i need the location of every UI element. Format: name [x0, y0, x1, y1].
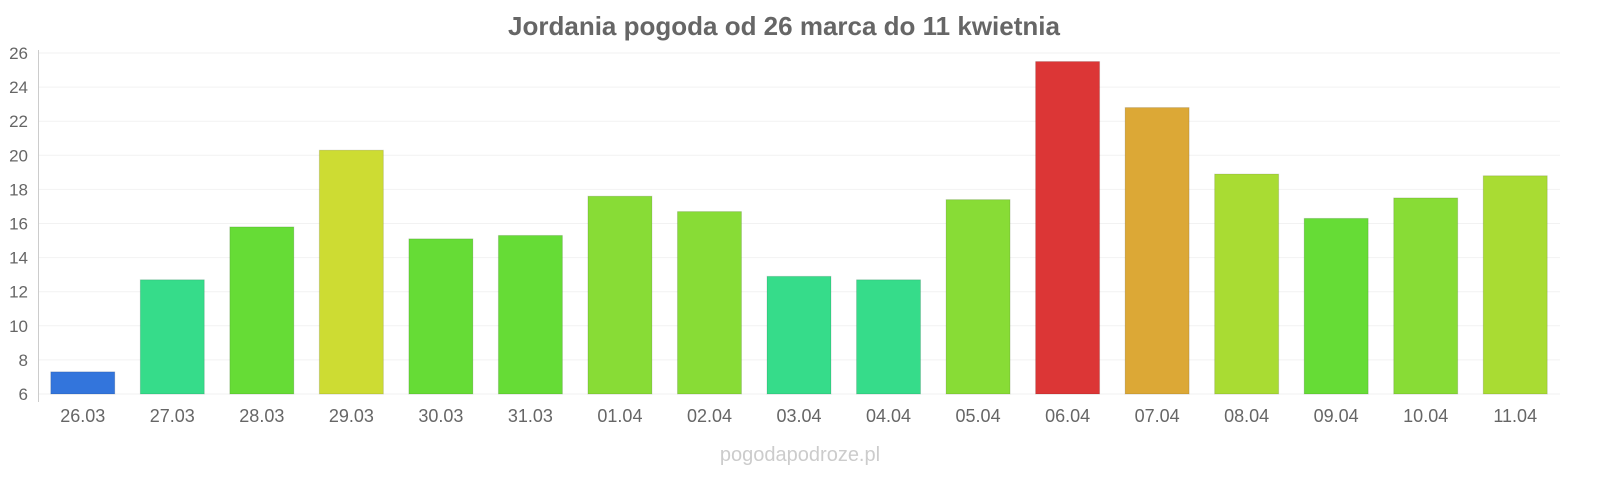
y-tick-label: 6 [19, 385, 28, 404]
y-tick-label: 26 [9, 44, 28, 63]
x-tick-label: 07.04 [1135, 406, 1180, 426]
y-tick-label: 16 [9, 215, 28, 234]
y-tick-label: 20 [9, 146, 28, 165]
x-tick-label: 01.04 [597, 406, 642, 426]
x-tick-label: 10.04 [1403, 406, 1448, 426]
bar-28.03 [229, 226, 295, 395]
chart-title: Jordania pogoda od 26 marca do 11 kwietn… [508, 11, 1060, 41]
bar-27.03 [139, 279, 205, 395]
y-tick-label: 8 [19, 351, 28, 370]
watermark: pogodapodroze.pl [720, 444, 880, 466]
bar-29.03 [318, 149, 384, 395]
bar-10.04 [1393, 197, 1459, 395]
x-tick-label: 06.04 [1045, 406, 1090, 426]
bar-04.04 [856, 279, 922, 395]
bar-07.04 [1124, 107, 1190, 395]
bar-06.04 [1035, 61, 1101, 395]
x-tick-label: 08.04 [1224, 406, 1269, 426]
x-tick-label: 29.03 [329, 406, 374, 426]
x-tick-label: 26.03 [60, 406, 105, 426]
x-tick-label: 02.04 [687, 406, 732, 426]
bar-11.04 [1482, 175, 1548, 395]
bar-02.04 [676, 211, 742, 395]
x-tick-label: 09.04 [1314, 406, 1359, 426]
bar-31.03 [497, 234, 563, 395]
y-tick-label: 18 [9, 180, 28, 199]
x-tick-label: 03.04 [776, 406, 821, 426]
x-tick-label: 30.03 [418, 406, 463, 426]
y-tick-label: 12 [9, 283, 28, 302]
x-tick-label: 31.03 [508, 406, 553, 426]
x-tick-label: 04.04 [866, 406, 911, 426]
y-tick-label: 24 [9, 78, 28, 97]
x-tick-label: 28.03 [239, 406, 284, 426]
y-tick-label: 22 [9, 112, 28, 131]
bar-08.04 [1214, 173, 1280, 395]
x-tick-label: 11.04 [1493, 406, 1537, 426]
y-tick-label: 14 [9, 249, 28, 268]
bar-03.04 [766, 275, 832, 395]
x-tick-label: 27.03 [150, 406, 195, 426]
bar-30.03 [408, 238, 474, 395]
bar-01.04 [587, 195, 653, 395]
y-tick-label: 10 [9, 317, 28, 336]
x-tick-label: 05.04 [956, 406, 1001, 426]
bar-09.04 [1303, 217, 1369, 395]
bar-26.03 [50, 371, 116, 395]
bar-05.04 [945, 199, 1011, 395]
